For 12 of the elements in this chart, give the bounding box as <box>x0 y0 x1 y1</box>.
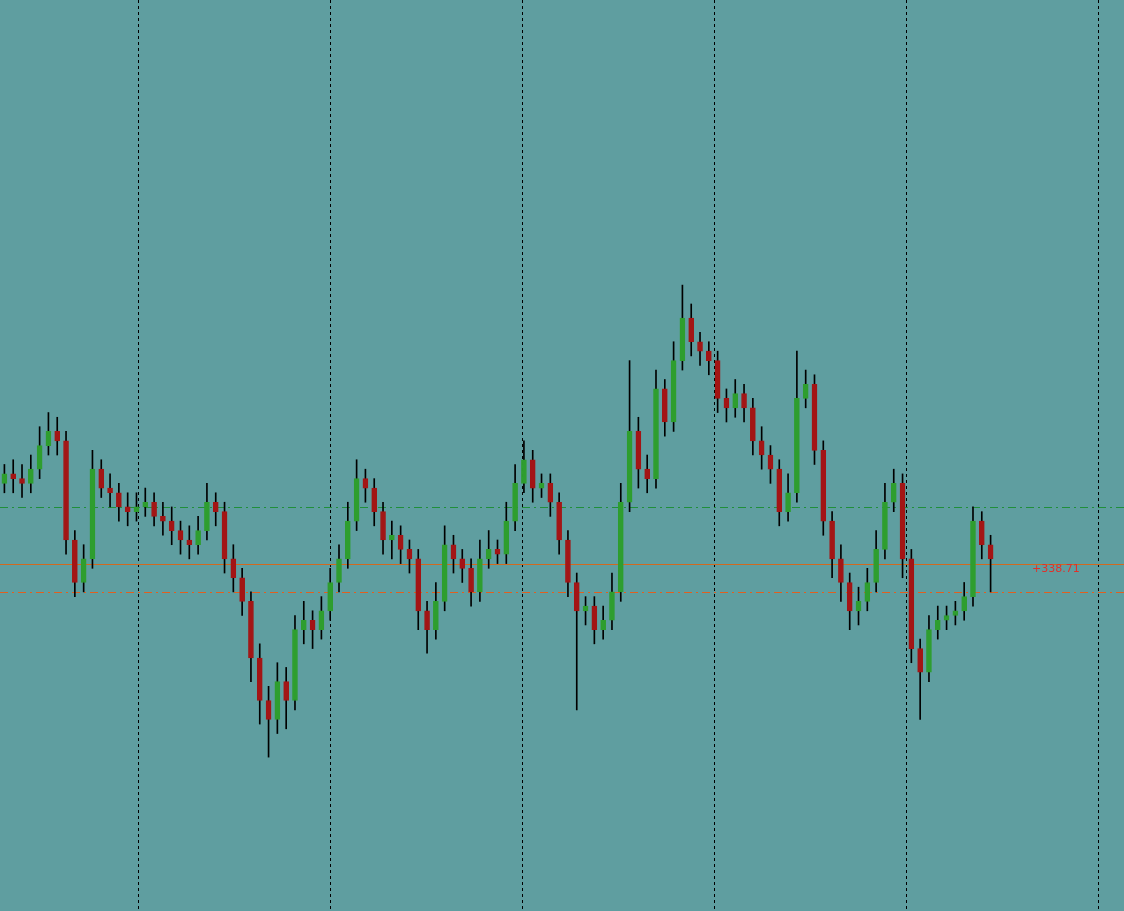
candlestick <box>160 501 166 536</box>
text: +338.71 <box>1032 562 1080 576</box>
candlestick <box>573 572 580 711</box>
candlestick <box>142 487 149 517</box>
candlestick <box>124 492 131 527</box>
candlestick <box>300 601 307 645</box>
candlestick <box>389 520 395 560</box>
candlestick <box>107 473 113 508</box>
candlestick <box>10 459 17 494</box>
candlestick <box>19 464 25 498</box>
candlestick <box>186 525 193 560</box>
candlestick <box>485 530 492 569</box>
